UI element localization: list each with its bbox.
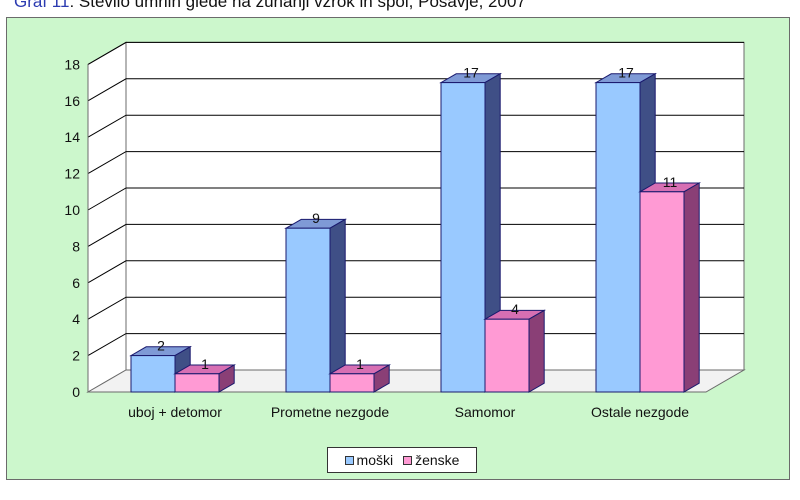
bar-female-side [528,309,545,393]
plot-side-wall [87,41,127,393]
y-tick-label: 6 [72,275,80,291]
data-label: 2 [157,338,165,354]
legend-label-male: moški [356,452,394,468]
x-tick-label: Ostale nezgode [591,404,689,420]
gridline [87,41,744,65]
bar-female-side [683,182,700,393]
y-tick-label: 2 [72,348,80,364]
gridline [87,223,744,247]
y-tick-label: 0 [72,384,80,400]
bar-male [440,82,486,393]
gridline [87,260,744,284]
legend-item-male: moški [344,452,394,468]
y-tick-label: 16 [64,93,80,109]
data-label: 1 [356,356,364,372]
caption-text: : Število umrlih glede na zunanji vzrok … [69,0,526,11]
bar-female [639,191,685,393]
data-label: 1 [201,356,209,372]
bar-female [329,373,375,393]
legend-item-female: ženske [403,452,459,468]
data-label: 17 [463,65,479,81]
data-label: 4 [511,301,519,317]
bar-male [285,227,331,393]
legend-swatch-male [344,455,354,465]
y-tick-label: 14 [64,129,80,145]
data-label: 11 [663,174,678,190]
legend-label-female: ženske [415,452,460,468]
gridline [87,187,744,211]
x-tick-label: Samomor [455,404,516,420]
y-tick-label: 10 [64,202,80,218]
y-tick-label: 4 [72,311,80,327]
y-tick-label: 18 [64,56,80,72]
bar-male [595,82,641,393]
caption-label: Graf 11 [14,0,70,11]
gridline [87,78,744,102]
gridline [87,114,744,138]
data-label: 17 [618,65,634,81]
data-label: 9 [312,210,320,226]
gridline [87,296,744,320]
gridline [87,151,744,175]
x-tick-label: uboj + detomor [128,404,222,420]
y-tick-label: 8 [72,238,80,254]
bar-female [484,318,530,393]
x-tick-label: Prometne nezgode [271,404,390,420]
legend: moški ženske [327,447,477,473]
bar-male [130,355,176,393]
chart-caption: Graf 11: Število umrlih glede na zunanji… [14,0,526,12]
legend-swatch-female [403,455,413,465]
bar-female [174,373,220,393]
y-tick-label: 12 [64,166,80,182]
